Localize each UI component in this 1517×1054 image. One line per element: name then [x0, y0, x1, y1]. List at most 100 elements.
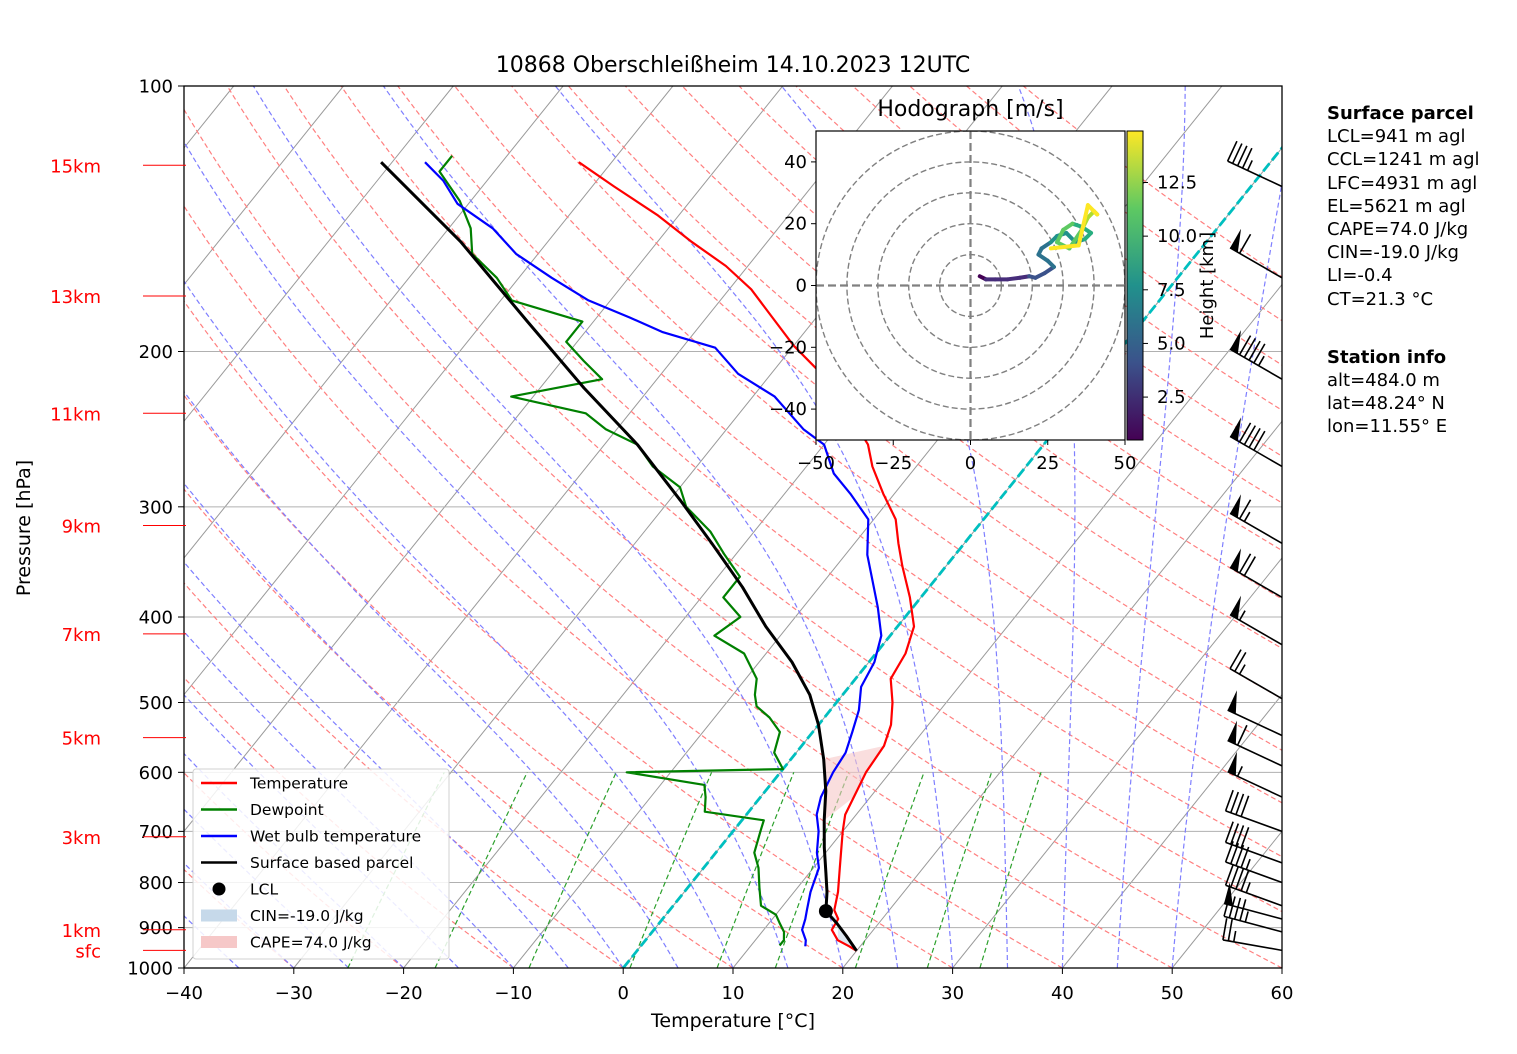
- barb-flag: [1238, 553, 1252, 574]
- barb-staff: [1225, 884, 1283, 907]
- barb-pennant: [1227, 690, 1237, 714]
- hodograph-x-tick-label: 0: [965, 453, 976, 474]
- hodograph-y-tick-label: −20: [769, 337, 807, 358]
- moist-adiabat-line: [184, 140, 789, 968]
- barb-staff: [1227, 739, 1283, 767]
- x-tick-label: −40: [165, 983, 203, 1004]
- hodograph-x-tick-label: −25: [874, 453, 912, 474]
- legend-label: CIN=-19.0 J/kg: [250, 907, 364, 925]
- x-tick-label: −10: [494, 983, 532, 1004]
- wind-barb: [1224, 789, 1283, 833]
- barb-staff: [1229, 247, 1283, 279]
- height-marker-label: 11km: [50, 404, 101, 425]
- y-tick-label: 400: [139, 608, 173, 629]
- hodograph-plot: [816, 131, 1125, 440]
- wind-barbs: [1222, 140, 1283, 952]
- height-marker-label: 7km: [62, 625, 101, 646]
- dewpoint-line: [438, 155, 786, 947]
- colorbar-label: Height [km]: [1197, 232, 1218, 339]
- wind-barb: [1229, 417, 1283, 468]
- barb-staff: [1229, 512, 1283, 545]
- barb-staff: [1222, 939, 1283, 952]
- barb-staff: [1223, 915, 1283, 933]
- y-tick-label: 900: [139, 918, 173, 939]
- barb-flag: [1240, 869, 1250, 892]
- station-line-lon: lon=11.55° E: [1327, 416, 1448, 438]
- wind-barb: [1224, 821, 1283, 864]
- x-tick-label: 30: [941, 983, 964, 1004]
- barb-flag: [1233, 897, 1242, 920]
- barb-flag: [1231, 143, 1243, 164]
- legend-box: [192, 768, 450, 960]
- legend-label: Surface based parcel: [250, 854, 413, 872]
- wind-barb: [1224, 864, 1283, 907]
- height-marker-label: 13km: [50, 287, 101, 308]
- barb-flag: [1229, 649, 1242, 670]
- barb-flag: [1235, 825, 1245, 847]
- legend-swatch: [201, 936, 237, 948]
- barb-flag: [1230, 866, 1240, 888]
- barb-staff: [1223, 902, 1283, 920]
- legend-label: LCL: [250, 881, 278, 899]
- barb-flag: [1253, 430, 1266, 451]
- barb-flag: [1248, 428, 1261, 448]
- barb-flag: [1238, 499, 1252, 520]
- barb-staff: [1225, 810, 1283, 833]
- barb-half-flag: [1245, 858, 1251, 870]
- x-tick-label: −20: [385, 983, 423, 1004]
- wind-barb: [1222, 918, 1283, 952]
- y-tick-label: 700: [139, 822, 173, 843]
- barb-pennant: [1230, 494, 1242, 518]
- chart-title: 10868 Oberschleißheim 14.10.2023 12UTC: [496, 53, 971, 78]
- barb-flag: [1243, 338, 1257, 358]
- surface-line-lfc: LFC=4931 m agl: [1327, 172, 1478, 194]
- wind-barb: [1227, 690, 1283, 737]
- moist-adiabat-line: [184, 280, 734, 968]
- isotherm-line: [184, 86, 454, 423]
- isotherm-line: [184, 86, 784, 833]
- wind-barb: [1223, 894, 1283, 933]
- legend-label: Dewpoint: [250, 801, 324, 819]
- surface-line-cin: CIN=-19.0 J/kg: [1327, 242, 1459, 264]
- barb-flag: [1240, 795, 1250, 817]
- hodograph-background: [816, 131, 1125, 440]
- surface-line-ccl: CCL=1241 m agl: [1327, 149, 1480, 171]
- x-tick-label: −30: [275, 983, 313, 1004]
- barb-flag: [1224, 821, 1234, 843]
- station-line-lat: lat=48.24° N: [1327, 393, 1445, 415]
- dry-adiabat-line: [184, 488, 734, 968]
- surface-parcel-title: Surface parcel: [1327, 103, 1474, 124]
- barb-flag: [1235, 793, 1245, 815]
- y-tick-label: 100: [139, 77, 173, 98]
- hodograph: Hodograph [m/s] −40 −20 0 20 40 −50 −25 0 25 50 2.5…: [769, 97, 1218, 474]
- x-tick-label: 20: [831, 983, 854, 1004]
- isotherm-line: [184, 86, 674, 696]
- barb-flag: [1224, 864, 1234, 886]
- wind-barb: [1229, 595, 1283, 646]
- temperature-line: [578, 161, 916, 952]
- isotherm-line: [1062, 693, 1282, 968]
- barb-staff: [1229, 614, 1283, 646]
- y-tick-label: 200: [139, 342, 173, 363]
- mixing-ratio-line: [528, 772, 617, 968]
- barb-flag: [1248, 340, 1261, 361]
- dry-adiabat-line: [397, 86, 1282, 804]
- barb-flag: [1253, 343, 1266, 364]
- barb-pennant: [1227, 720, 1237, 745]
- hodograph-segment: [1048, 243, 1081, 251]
- x-tick-label: 50: [1161, 983, 1184, 1004]
- barb-pennant: [1230, 330, 1242, 354]
- barb-flag: [1235, 868, 1245, 890]
- isotherm-line: [952, 557, 1282, 968]
- hodograph-segment: [1055, 227, 1066, 245]
- moist-adiabat-line: [184, 630, 514, 968]
- y-tick-label: 500: [139, 693, 173, 714]
- dry-adiabat-line: [283, 86, 1282, 913]
- height-marker-label: sfc: [75, 941, 101, 962]
- parcel-line: [380, 161, 858, 952]
- hodograph-y-tick-label: 40: [784, 152, 807, 173]
- surface-line-cape: CAPE=74.0 J/kg: [1327, 219, 1469, 241]
- barb-half-flag: [1236, 766, 1243, 777]
- dry-adiabat-line: [511, 86, 1282, 700]
- mixing-ratio-line: [434, 772, 528, 968]
